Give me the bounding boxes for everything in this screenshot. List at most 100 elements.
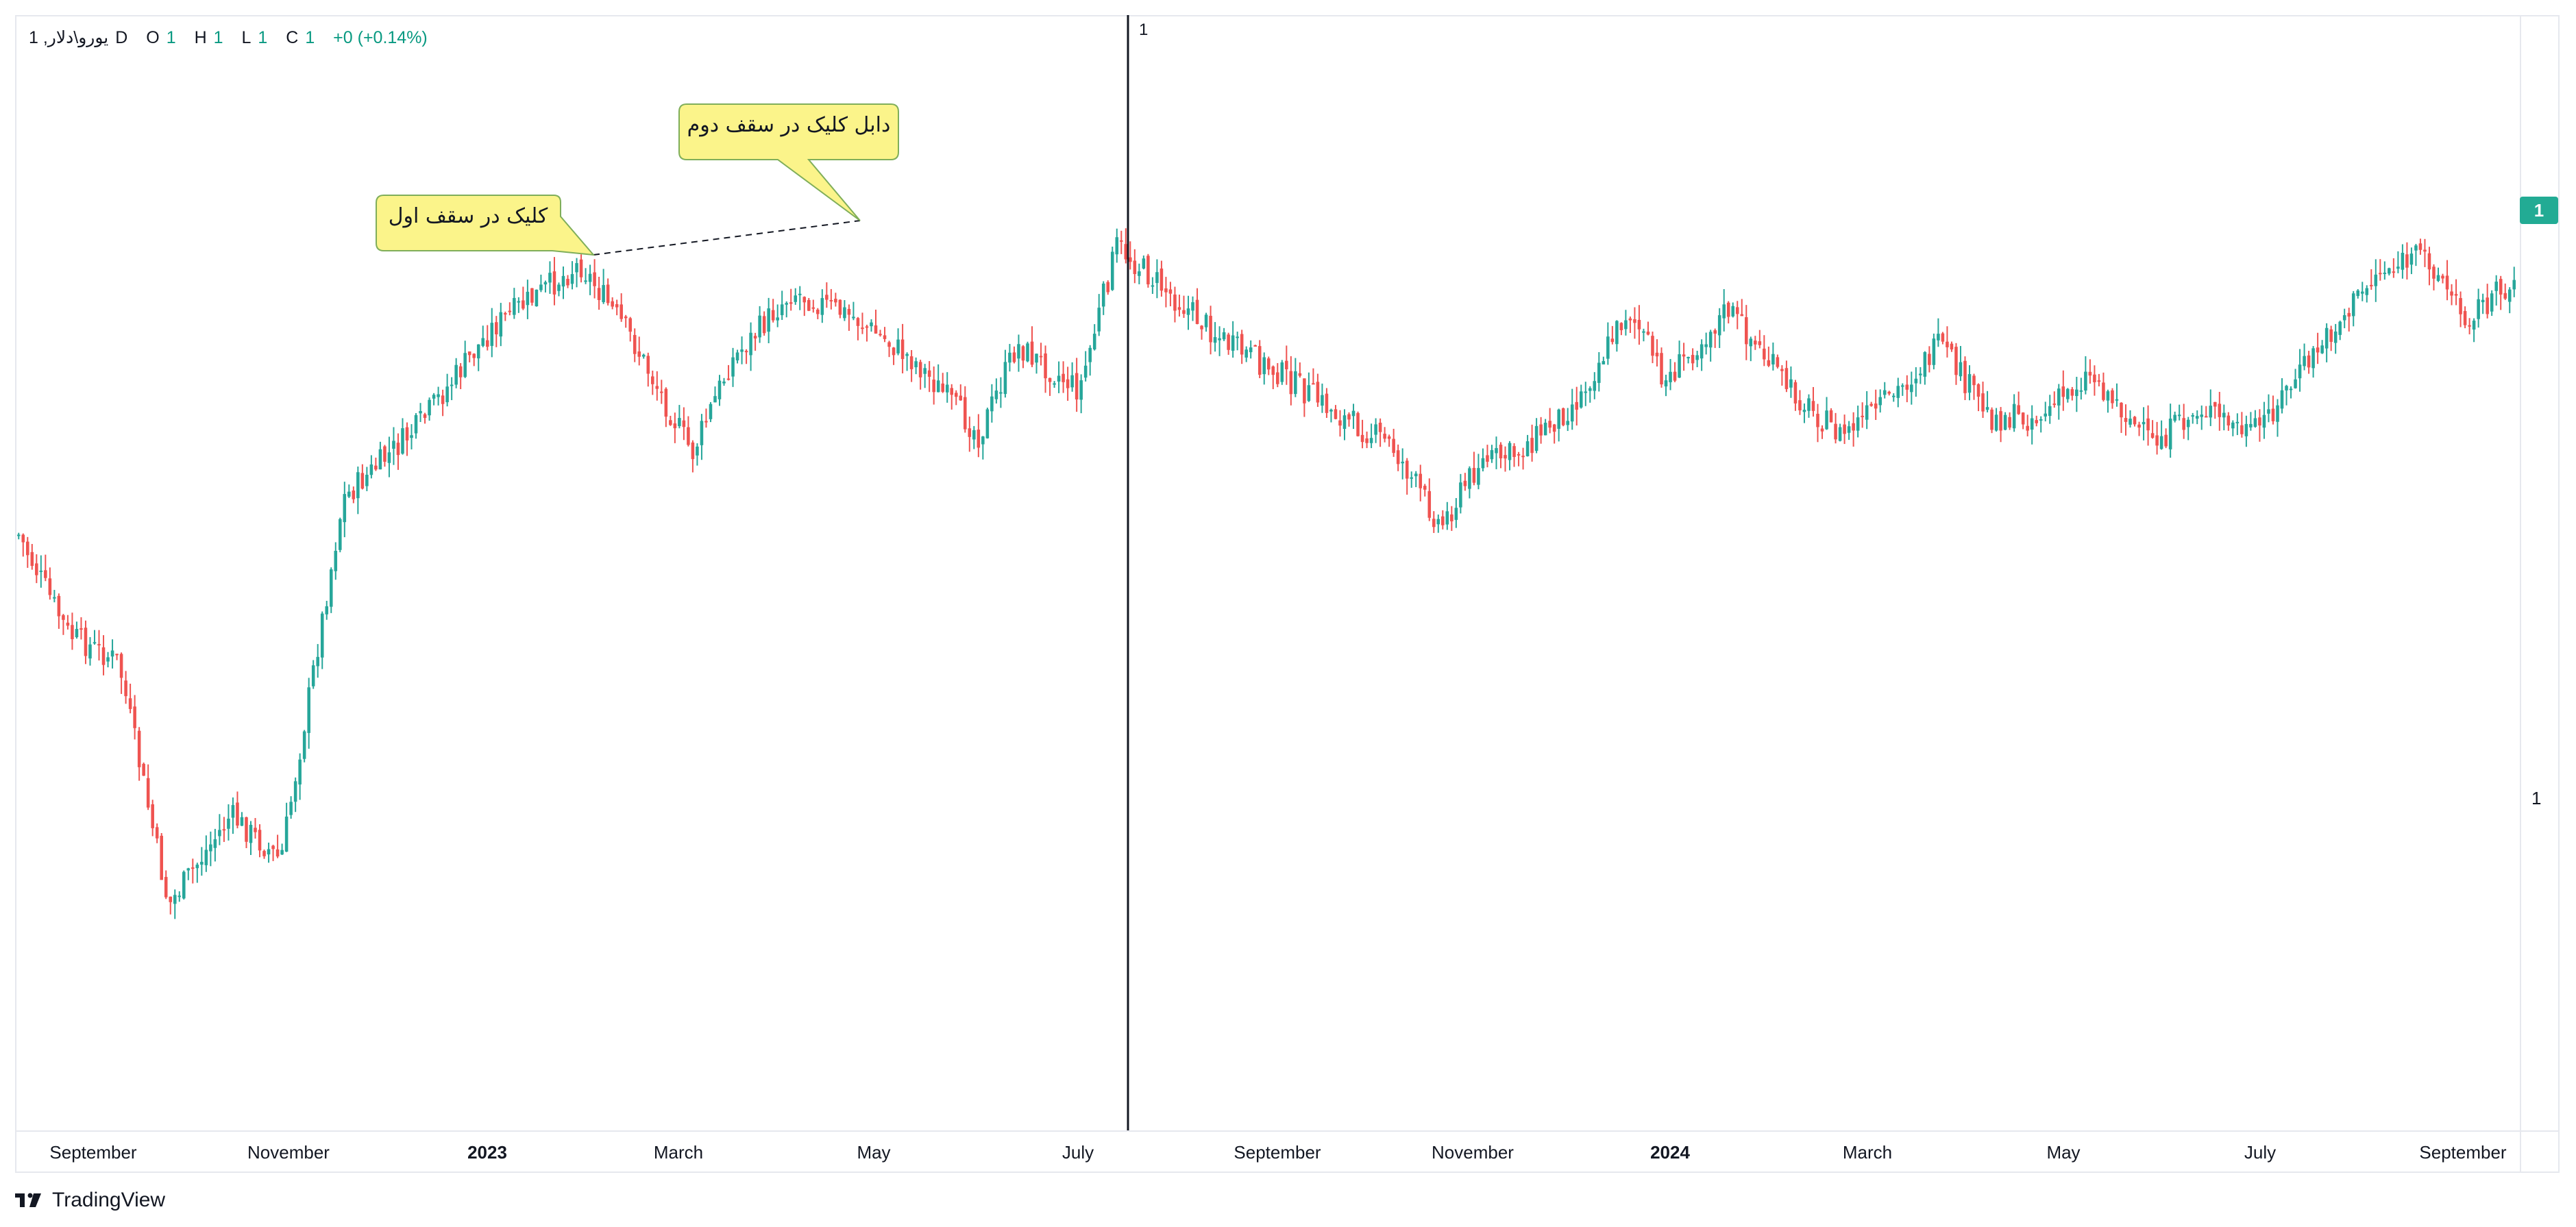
candle-body [432,395,436,399]
candle-body [691,442,695,460]
candle-body [726,378,731,380]
candle-body [874,325,878,334]
candle-body [1967,374,1972,393]
candle-body [1191,302,1194,311]
candle-body [1303,378,1306,404]
candle-body [1486,455,1489,462]
candle-body [133,706,136,728]
callout-second-top[interactable]: دابل کلیک در سقف دوم [678,103,899,221]
candle-body [35,563,38,575]
candle-body [2311,348,2315,369]
candle-body [816,309,820,314]
dashed-trendline[interactable] [593,220,861,256]
candle-body [1825,410,1828,430]
chart-frame[interactable] [15,15,2560,1173]
candle-body [1477,468,1480,485]
candle-body [932,380,935,393]
candle-body [2120,402,2123,418]
candle-body [1704,344,1708,347]
candle-body [789,302,793,304]
candle-body [1129,257,1132,262]
candle-body [999,392,1003,394]
candle-body [696,446,699,456]
candle-body [137,730,141,767]
candle-body [110,650,114,657]
candle-body [1307,385,1311,401]
candle-body [1120,240,1123,242]
candle-body [1606,336,1610,359]
candle-body [1784,368,1789,389]
candle-body [66,622,70,626]
candle-body [93,642,97,644]
candle-body [169,896,173,902]
candle-body [749,332,752,356]
candle-body [1990,409,1994,430]
candle-body [1236,336,1239,338]
candle-body [1669,371,1672,382]
candle-body [1468,468,1471,489]
candle-body [2441,275,2444,279]
candle-body [2401,252,2405,270]
time-axis-separator [15,1130,2560,1132]
candle-body [1972,375,1976,386]
candle-body [2432,267,2436,279]
candle-body [1168,289,1173,294]
candle-body [1959,362,1963,377]
candle-body [352,490,356,499]
candle-body [1044,353,1047,379]
candle-body [316,656,319,667]
candle-body [1110,251,1114,290]
candle-body [392,441,395,449]
candle-body [209,844,212,852]
candle-body [1624,320,1628,330]
candle-body [1700,344,1704,359]
candle-body [829,299,833,301]
candle-body [2276,405,2279,422]
candle-body [2383,272,2387,274]
candle-body [396,443,400,456]
candle-body [1655,352,1659,357]
candle-body [1008,352,1011,363]
candle-body [740,349,744,352]
candle-body [222,829,226,831]
candle-body [923,368,927,374]
candle-body [347,491,351,497]
callout-first-top[interactable]: کلیک در سقف اول [376,195,596,256]
candle-body [2262,414,2266,428]
candle-body [2481,299,2485,303]
time-label-2023: 2023 [467,1142,507,1163]
price-axis-value[interactable]: 1 [2531,788,2542,808]
candle-body [1392,438,1395,454]
candle-body [450,384,454,386]
candle-body [1767,360,1771,366]
candle-body [843,307,846,319]
tradingview-branding[interactable]: TradingView [15,1189,165,1212]
candle-body [2003,414,2007,430]
candle-body [2388,268,2391,274]
candle-body [1593,381,1597,391]
time-axis[interactable]: September November 2023 March May July S… [49,1142,2507,1163]
candle-body [682,420,686,427]
candle-body [964,397,967,430]
candle-body [624,317,628,319]
candle-body [678,418,681,427]
candle-body [204,850,208,865]
legend-symbol[interactable]: 1 ,یورو\دلار D [29,28,128,47]
candle-body [2200,414,2204,417]
candle-body [1262,357,1266,375]
candle-body [1204,314,1208,327]
candle-body [941,383,944,392]
candle-body [2472,320,2476,330]
time-label-september-2024: September [2419,1142,2507,1163]
candle-body [378,449,382,470]
candle-body [1231,335,1235,351]
candle-body [227,818,230,829]
candle-body [1557,409,1560,429]
candle-body [2294,379,2297,388]
price-axis-separator [2520,15,2521,1173]
last-price-tag[interactable]: 1 [2520,197,2558,224]
candle-body [441,395,445,404]
candle-body [1316,382,1320,403]
